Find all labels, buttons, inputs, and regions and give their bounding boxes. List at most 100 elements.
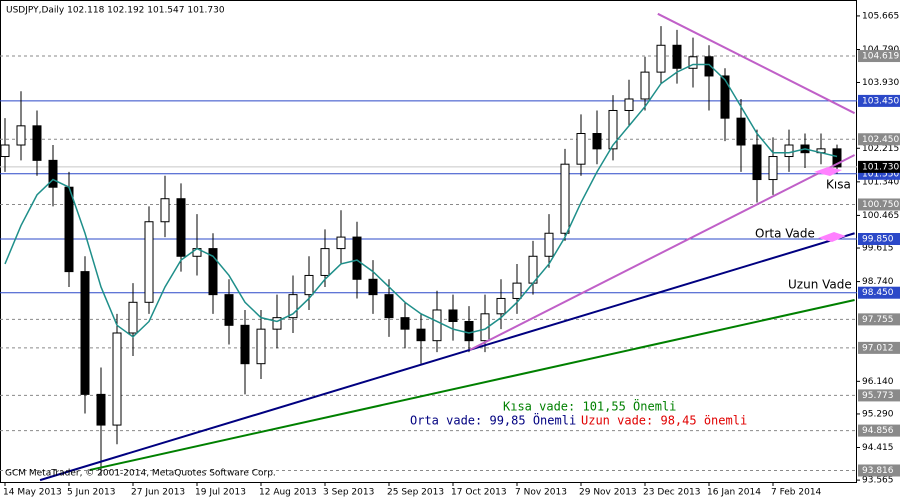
level-line-label: 102.450 [862,135,899,145]
current-price-label: 101.730 [862,162,899,172]
candle-body [240,324,250,365]
level-line-box [858,389,900,402]
candle-body [80,271,90,395]
candle-body [736,117,746,146]
y-tick-label: 103.930 [862,78,899,88]
level-line-label: 97.755 [862,315,894,325]
annotation: Kısa [826,178,851,192]
candle-body [752,144,762,181]
x-tick-label: 5 Jun 2013 [67,488,115,498]
level-line-label: 94.856 [862,426,894,436]
candle-body [16,125,26,146]
candle-body [96,393,106,426]
y-tick-label: 102.215 [862,144,899,154]
candle-body [656,44,666,73]
candle-body [432,309,442,342]
candle-body [0,144,10,158]
candle-body [336,236,346,250]
levels [0,55,857,471]
y-tick-label: 101.340 [862,177,899,187]
y-tick-label: 96.140 [862,377,894,387]
level-line-box [858,94,900,107]
candle-body [176,198,186,257]
arrow [818,232,846,242]
y-tick-label: 93.565 [862,476,894,486]
x-tick-label: 12 Aug 2013 [259,488,317,498]
candle-body [320,248,330,276]
candle-body [224,294,234,326]
y-tick-label: 99.615 [862,244,894,254]
note: Kısa vade: 101,55 Önemli [503,398,676,414]
x-tick-label: 23 Dec 2013 [643,488,701,498]
x-tick-label: 25 Sep 2013 [387,488,444,498]
candle-body [688,56,698,69]
level-line-label: 100.750 [862,200,899,210]
level-line-box [858,50,900,63]
current-price-box [858,160,900,173]
level-line-box [858,198,900,211]
level-line-label: 101.550 [862,169,899,179]
y-tick-label: 98.740 [862,277,894,287]
candle-body [32,125,42,161]
candle-body [416,328,426,342]
note: Uzun vade: 98,45 önemli [581,414,747,428]
x-tick-label: 7 Feb 2014 [771,488,822,498]
candle-body [288,294,298,319]
moving-average [4,63,838,338]
level-line-box [858,286,900,299]
y-tick-label: 105.665 [862,11,899,21]
axis: 105.665 104.790 103.930 102.215 101.340 100.4… [3,11,900,498]
y-tick-label: 94.415 [862,443,894,453]
candle-body [384,294,394,319]
candle-body [400,317,410,330]
candle-body [448,309,458,322]
candle-body [48,159,58,188]
level-line-label: 104.619 [862,52,899,62]
candle-body [272,317,282,330]
level-line-box [858,341,900,354]
candle-body [832,148,842,168]
plot-frame [0,0,857,483]
candle-body [112,332,122,426]
level-line-label: 99.850 [862,235,894,245]
x-tick-label: 14 May 2013 [3,488,62,498]
candle-body [768,156,778,181]
level-line-box [858,424,900,437]
footer: GCM MetaTrader, © 2001-2014, MetaQuotes … [5,469,276,479]
candle-body [64,186,74,273]
level-line-box [858,313,900,326]
trend-line [39,232,855,482]
candle-body [256,328,266,365]
candle-body [480,313,490,342]
candle-body [128,301,138,334]
annotation: Orta Vade [755,227,815,241]
candle-body [208,248,218,296]
trend-line [469,154,856,351]
y-tick-label: 104.790 [862,45,899,55]
level-line-label: 98.450 [862,288,894,298]
annotation: Uzun Vade [788,278,852,292]
x-tick-label: 19 Jul 2013 [195,488,246,498]
candle-body [720,75,730,119]
candle-body [672,44,682,69]
note: Orta vade: 99,85 Önemli [410,412,576,428]
candle-body [704,56,714,77]
level-line-label: 103.450 [862,96,899,106]
candle-body [576,133,586,165]
candle-body [608,109,618,150]
y-tick-label: 95.290 [862,409,894,419]
candle-body [464,320,474,342]
marks [0,12,856,482]
candle-body [144,221,154,303]
x-tick-label: 29 Nov 2013 [579,488,637,498]
level-line-label: 95.773 [862,391,894,401]
candle-body [160,198,170,223]
trend-line [89,299,855,471]
level-line-box [858,464,900,477]
y-tick-label: 100.465 [862,211,899,221]
candle-body [624,98,634,111]
level-line-label: 93.816 [862,466,894,476]
candle-body [784,144,794,158]
